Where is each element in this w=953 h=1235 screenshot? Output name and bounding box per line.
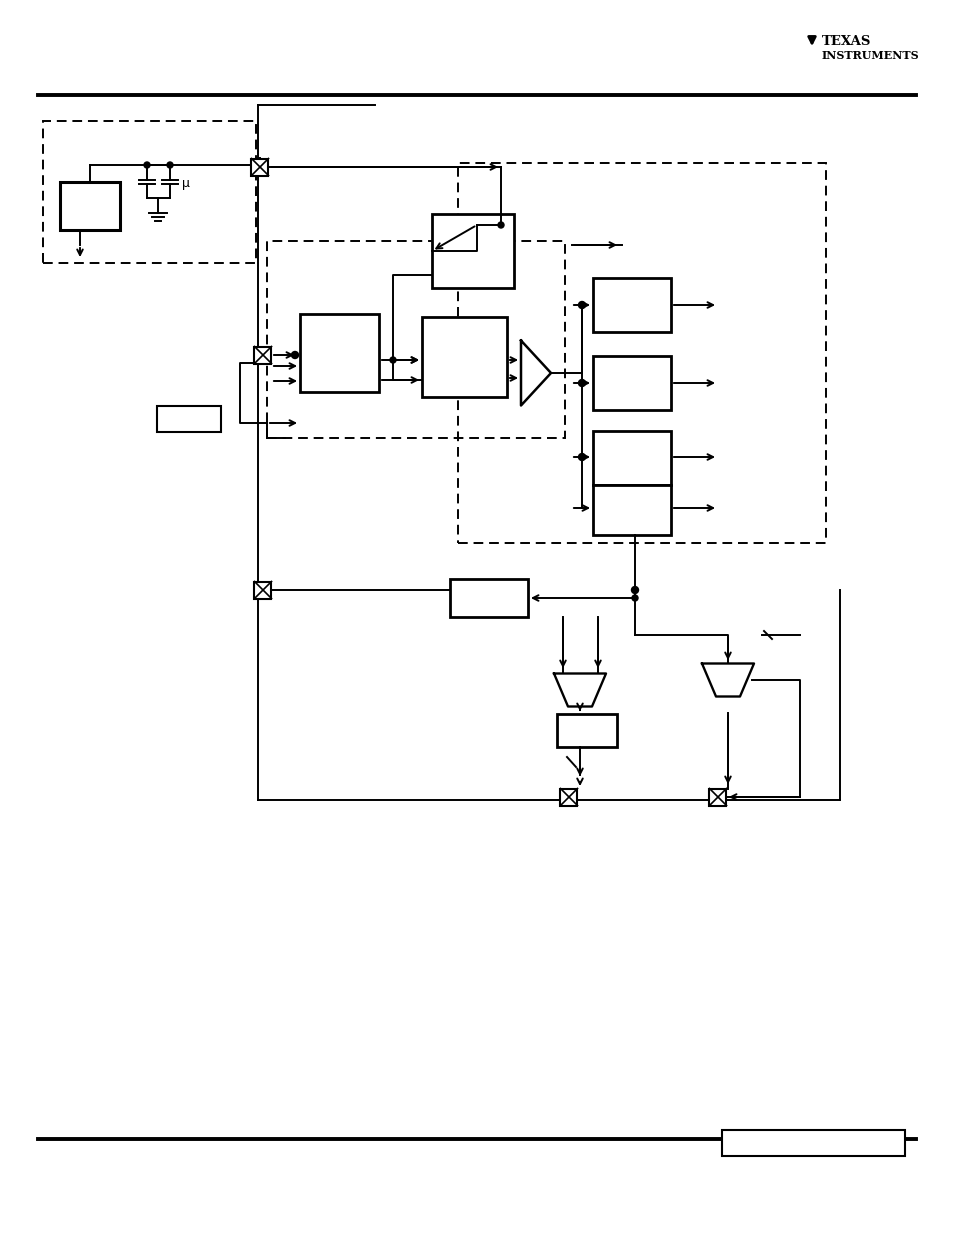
Bar — [560, 788, 577, 805]
Bar — [254, 582, 272, 599]
Circle shape — [167, 162, 172, 168]
Text: INSTRUMENTS: INSTRUMENTS — [821, 49, 919, 61]
Circle shape — [144, 162, 150, 168]
Bar — [60, 182, 120, 230]
Bar — [254, 347, 272, 363]
Bar — [557, 714, 617, 747]
Bar — [457, 163, 825, 543]
Bar — [450, 579, 527, 618]
Bar — [593, 356, 670, 410]
Circle shape — [578, 301, 585, 309]
Text: TEXAS: TEXAS — [821, 35, 870, 48]
Text: µ: µ — [182, 177, 190, 189]
Bar — [252, 158, 268, 175]
Circle shape — [631, 595, 638, 601]
Circle shape — [497, 222, 503, 228]
Bar — [432, 214, 514, 288]
Bar — [299, 314, 378, 391]
Circle shape — [292, 352, 298, 358]
Circle shape — [578, 379, 585, 387]
Bar — [157, 406, 221, 432]
Circle shape — [578, 453, 585, 461]
Bar — [721, 1130, 904, 1156]
Bar — [593, 485, 670, 535]
Bar — [709, 788, 726, 805]
Bar — [421, 317, 506, 396]
Bar — [43, 121, 255, 263]
Circle shape — [390, 357, 395, 363]
Bar — [267, 241, 564, 438]
Bar — [593, 431, 670, 485]
Circle shape — [631, 587, 638, 594]
Bar — [593, 278, 670, 332]
